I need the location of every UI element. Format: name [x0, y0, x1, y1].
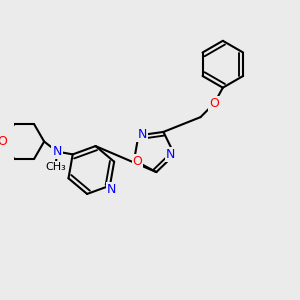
Text: N: N	[137, 128, 147, 141]
Text: O: O	[209, 97, 219, 110]
Text: O: O	[0, 135, 7, 148]
Text: N: N	[107, 183, 116, 196]
Text: N: N	[166, 148, 176, 160]
Text: N: N	[52, 145, 62, 158]
Text: CH₃: CH₃	[45, 162, 66, 172]
Text: O: O	[133, 154, 142, 168]
